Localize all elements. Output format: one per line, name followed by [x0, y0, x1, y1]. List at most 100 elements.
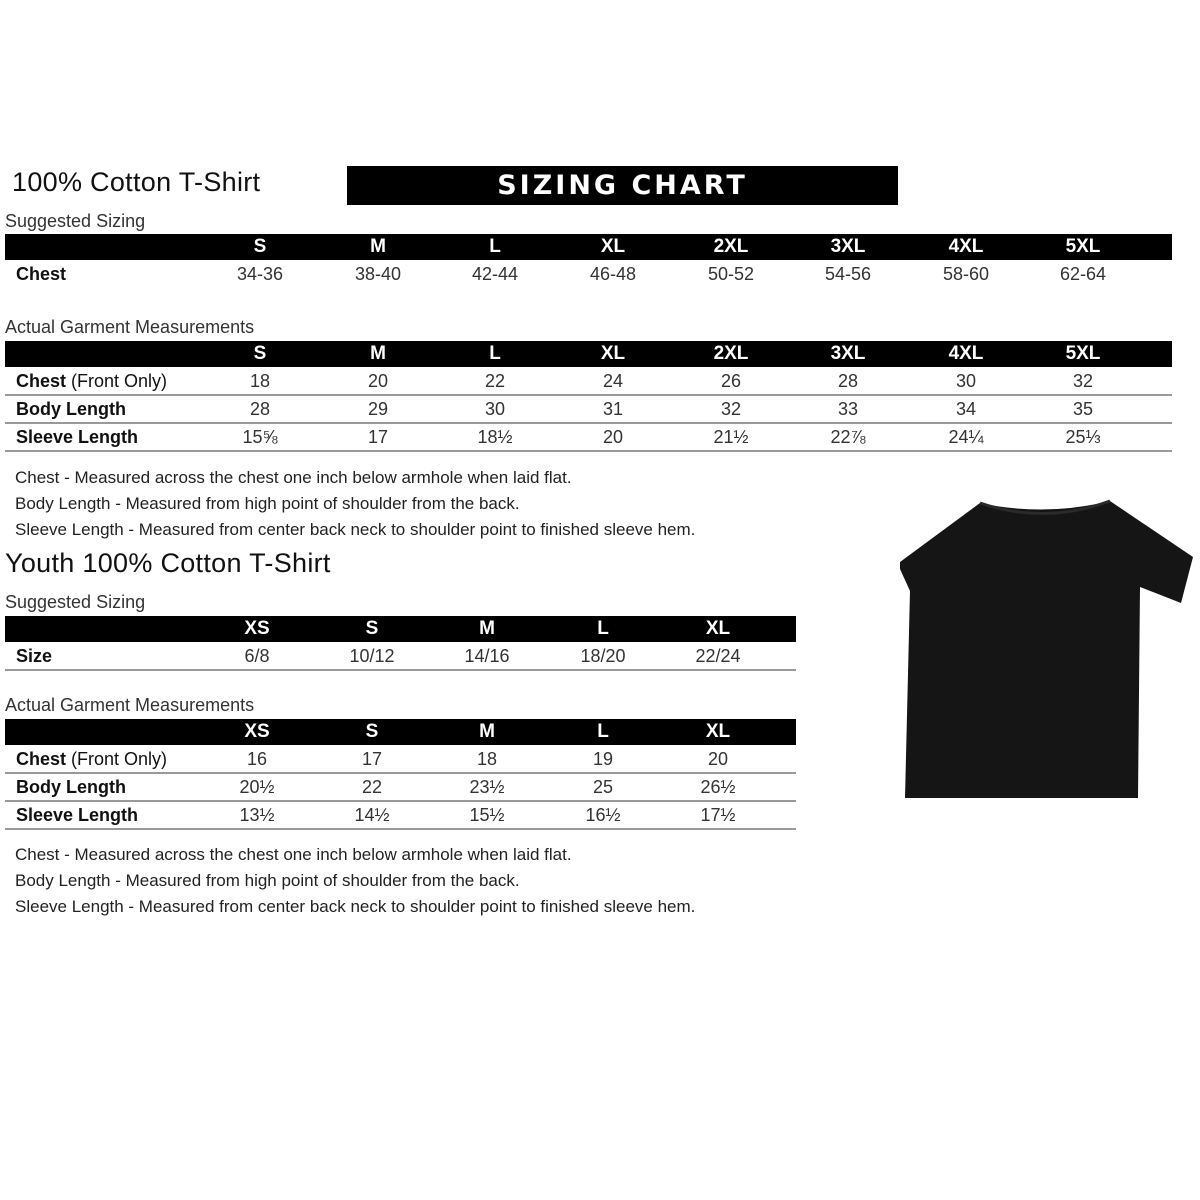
- adult-suggested-label: Suggested Sizing: [5, 211, 146, 231]
- row-label-extra: (Front Only): [66, 749, 168, 769]
- row-label-text: Size: [16, 646, 53, 666]
- table-cell: 18/20: [580, 646, 626, 666]
- table-cell: 22⅞: [830, 427, 866, 447]
- youth-note-chest: Chest - Measured across the chest one in…: [15, 845, 572, 864]
- table-cell: 25⅓: [1065, 427, 1101, 447]
- table-cell: 34: [955, 399, 977, 419]
- size-header-cell: S: [365, 721, 379, 742]
- size-header-cell: XS: [244, 721, 270, 742]
- size-header-cell: L: [489, 236, 501, 257]
- table-row: Chest (Front Only) 16 17 18 19 20: [5, 746, 796, 774]
- table-cell: 28: [837, 371, 859, 391]
- size-header-cell: XS: [244, 618, 270, 639]
- size-header-row: S M L XL 2XL 3XL 4XL 5XL: [5, 234, 1172, 260]
- size-header-cell: M: [370, 236, 386, 257]
- row-label: Chest (Front Only): [16, 749, 167, 770]
- table-cell: 19: [592, 749, 614, 769]
- table-cell: 30: [955, 371, 977, 391]
- size-header-cell: 4XL: [948, 236, 984, 257]
- row-label: Sleeve Length: [16, 805, 138, 826]
- table-cell: 29: [367, 399, 389, 419]
- size-header-cell: M: [370, 343, 386, 364]
- tshirt-icon: [900, 499, 1193, 798]
- size-header-row: XS S M L XL: [5, 616, 796, 642]
- table-row: Sleeve Length 15⅝ 17 18½ 20 21½ 22⅞ 24¼ 25⅓: [5, 424, 1172, 452]
- row-label-extra: (Front Only): [66, 371, 168, 391]
- table-cell: 14/16: [464, 646, 510, 666]
- size-header-cell: S: [253, 343, 267, 364]
- youth-note-body: Body Length - Measured from high point o…: [15, 871, 520, 890]
- row-label-text: Body Length: [16, 399, 126, 419]
- size-header-cell: XL: [600, 236, 626, 257]
- adult-title: 100% Cotton T-Shirt: [12, 167, 261, 197]
- table-cell: 6/8: [244, 646, 270, 666]
- adult-note-sleeve: Sleeve Length - Measured from center bac…: [15, 520, 696, 539]
- table-cell: 30: [484, 399, 506, 419]
- table-cell: 20½: [239, 777, 275, 797]
- table-cell: 16½: [585, 805, 621, 825]
- row-divider: [5, 772, 796, 774]
- size-header-cell: XL: [705, 618, 731, 639]
- table-cell: 20: [707, 749, 729, 769]
- table-cell: 22: [361, 777, 383, 797]
- size-header-cell: 2XL: [713, 236, 749, 257]
- size-header-cell: 3XL: [830, 236, 866, 257]
- adult-note-body: Body Length - Measured from high point o…: [15, 494, 520, 513]
- row-label: Body Length: [16, 399, 126, 420]
- table-row: Sleeve Length 13½ 14½ 15½ 16½ 17½: [5, 802, 796, 830]
- size-header-cell: M: [479, 618, 495, 639]
- sizing-chart-banner: SIZING CHART: [347, 166, 898, 205]
- size-header-cell: L: [597, 618, 609, 639]
- table-cell: 15⅝: [242, 427, 278, 447]
- size-header-row: S M L XL 2XL 3XL 4XL 5XL: [5, 341, 1172, 367]
- table-cell: 18½: [477, 427, 513, 447]
- youth-suggested-label: Suggested Sizing: [5, 592, 146, 612]
- row-divider: [5, 669, 796, 671]
- table-cell: 17½: [700, 805, 736, 825]
- table-cell: 33: [837, 399, 859, 419]
- table-cell: 23½: [469, 777, 505, 797]
- size-header-row: XS S M L XL: [5, 719, 796, 745]
- table-cell: 42-44: [471, 264, 519, 284]
- table-cell: 26: [720, 371, 742, 391]
- size-header-cell: 3XL: [830, 343, 866, 364]
- table-cell: 22: [484, 371, 506, 391]
- table-row: Size 6/8 10/12 14/16 18/20 22/24: [5, 643, 796, 671]
- table-cell: 58-60: [942, 264, 990, 284]
- table-cell: 18: [249, 371, 271, 391]
- row-label: Body Length: [16, 777, 126, 798]
- row-label-text: Body Length: [16, 777, 126, 797]
- size-header-cell: 4XL: [948, 343, 984, 364]
- table-row: Chest 34-36 38-40 42-44 46-48 50-52 54-56 58-60…: [5, 261, 1172, 289]
- size-header-cell: L: [489, 343, 501, 364]
- table-cell: 28: [249, 399, 271, 419]
- table-cell: 10/12: [349, 646, 395, 666]
- table-cell: 38-40: [354, 264, 402, 284]
- row-label: Chest (Front Only): [16, 371, 167, 392]
- table-cell: 50-52: [707, 264, 755, 284]
- table-cell: 24¼: [948, 427, 984, 447]
- table-cell: 18: [476, 749, 498, 769]
- row-divider: [5, 828, 796, 830]
- row-label-text: Chest: [16, 371, 67, 391]
- table-cell: 31: [602, 399, 624, 419]
- adult-note-chest: Chest - Measured across the chest one in…: [15, 468, 572, 487]
- row-label: Chest: [16, 264, 66, 285]
- table-row: Body Length 20½ 22 23½ 25 26½: [5, 774, 796, 802]
- row-divider: [5, 422, 1172, 424]
- table-cell: 16: [246, 749, 268, 769]
- size-header-cell: 5XL: [1065, 343, 1101, 364]
- youth-actual-label: Actual Garment Measurements: [5, 695, 255, 715]
- youth-note-sleeve: Sleeve Length - Measured from center bac…: [15, 897, 696, 916]
- table-cell: 14½: [354, 805, 390, 825]
- table-cell: 13½: [239, 805, 275, 825]
- table-cell: 15½: [469, 805, 505, 825]
- row-label: Size: [16, 646, 52, 667]
- table-cell: 26½: [700, 777, 736, 797]
- table-cell: 22/24: [695, 646, 741, 666]
- adult-actual-label: Actual Garment Measurements: [5, 317, 255, 337]
- size-header-cell: 5XL: [1065, 236, 1101, 257]
- table-cell: 34-36: [236, 264, 284, 284]
- row-divider: [5, 394, 1172, 396]
- size-header-cell: XL: [600, 343, 626, 364]
